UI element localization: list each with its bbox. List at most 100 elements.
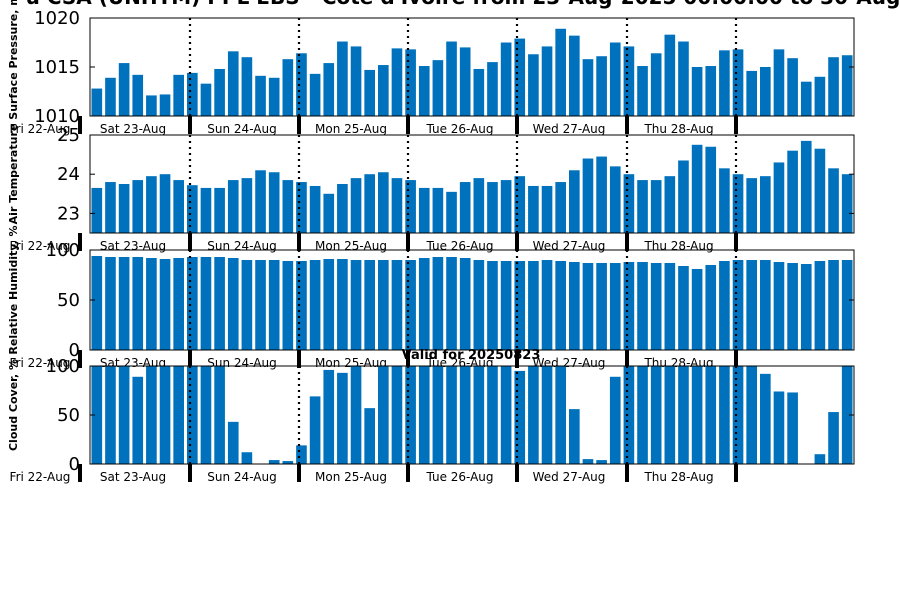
data-bar: [528, 185, 539, 233]
data-bar: [732, 366, 744, 464]
data-bar: [187, 257, 198, 350]
data-bar: [255, 75, 266, 116]
data-bar: [637, 262, 648, 350]
data-bar: [719, 366, 730, 464]
data-bar: [337, 184, 348, 233]
data-bar: [582, 263, 594, 350]
data-bar: [719, 261, 730, 350]
x-tick-label: Tue 26-Aug: [425, 122, 493, 136]
data-bar: [268, 260, 280, 350]
data-bar: [418, 66, 430, 116]
data-bar: [787, 58, 798, 116]
data-bar: [528, 261, 539, 350]
data-bar: [241, 57, 253, 116]
data-bar: [432, 257, 444, 350]
data-bar: [296, 53, 307, 116]
data-bar: [500, 261, 512, 350]
data-bar: [500, 42, 512, 116]
data-bar: [405, 180, 416, 233]
data-bar: [146, 95, 157, 116]
y-tick-label: 50: [57, 405, 80, 426]
data-bar: [541, 260, 553, 350]
x-tick-label: Wed 27-Aug: [533, 122, 606, 136]
data-bar: [268, 172, 280, 233]
data-bar: [405, 366, 416, 464]
data-bar: [200, 366, 212, 464]
data-bar: [623, 366, 635, 464]
data-bar: [432, 60, 444, 116]
x-tick-label: Sun 24-Aug: [207, 239, 276, 253]
data-bar: [323, 63, 335, 116]
data-bar: [760, 373, 771, 464]
data-bar: [91, 256, 103, 350]
data-bar: [391, 366, 403, 464]
data-bar: [691, 67, 703, 116]
data-bar: [159, 259, 171, 350]
y-tick-label: 24: [57, 164, 80, 185]
data-bar: [446, 257, 457, 350]
data-bar: [227, 180, 239, 233]
data-bar: [214, 257, 225, 350]
data-bar: [609, 376, 621, 464]
data-bar: [364, 69, 375, 116]
data-bar: [773, 162, 785, 233]
x-tick-label: Fri 22-Aug: [10, 356, 71, 370]
data-bar: [268, 460, 280, 464]
data-bar: [227, 51, 239, 116]
data-bar: [555, 366, 566, 464]
data-bar: [828, 412, 839, 464]
data-bar: [650, 180, 662, 233]
data-bar: [841, 55, 853, 116]
data-bar: [760, 260, 771, 350]
data-bar: [282, 261, 294, 350]
data-bar: [719, 50, 730, 117]
data-bar: [200, 83, 212, 116]
data-bar: [200, 187, 212, 233]
data-bar: [637, 66, 648, 116]
data-bar: [323, 369, 335, 464]
y-tick-label: 0: [69, 340, 80, 361]
data-bar: [446, 191, 457, 233]
data-bar: [214, 68, 225, 116]
data-bar: [391, 48, 403, 116]
data-bar: [159, 366, 171, 464]
data-bar: [623, 46, 635, 116]
data-bar: [705, 146, 717, 233]
y-tick-label: 23: [57, 203, 80, 224]
data-bar: [173, 366, 184, 464]
data-bar: [255, 170, 266, 233]
x-tick-label: Sat 23-Aug: [100, 239, 166, 253]
data-bar: [418, 366, 430, 464]
data-bar: [691, 366, 703, 464]
data-bar: [132, 376, 144, 464]
data-bar: [473, 68, 485, 116]
data-bar: [364, 408, 375, 464]
data-bar: [746, 178, 757, 233]
data-bar: [105, 257, 116, 350]
data-bar: [159, 94, 171, 116]
data-bar: [555, 182, 566, 233]
valid-date-label: Valid for 20250823: [402, 348, 541, 363]
data-bar: [514, 176, 526, 233]
data-bar: [350, 178, 362, 233]
data-bar: [760, 176, 771, 233]
data-bar: [309, 260, 321, 350]
data-bar: [459, 258, 471, 350]
data-bar: [473, 178, 485, 233]
x-tick-label: Sat 23-Aug: [100, 122, 166, 136]
data-bar: [828, 168, 839, 233]
data-bar: [800, 264, 812, 350]
x-tick-label: Sun 24-Aug: [207, 122, 276, 136]
data-bar: [541, 366, 553, 464]
data-bar: [760, 67, 771, 116]
data-bar: [446, 366, 457, 464]
data-bar: [814, 76, 826, 116]
data-bar: [309, 396, 321, 464]
data-bar: [582, 158, 594, 233]
x-tick-label: Tue 26-Aug: [425, 239, 493, 253]
data-bar: [582, 59, 594, 116]
data-bar: [500, 180, 512, 233]
data-bar: [569, 170, 580, 233]
